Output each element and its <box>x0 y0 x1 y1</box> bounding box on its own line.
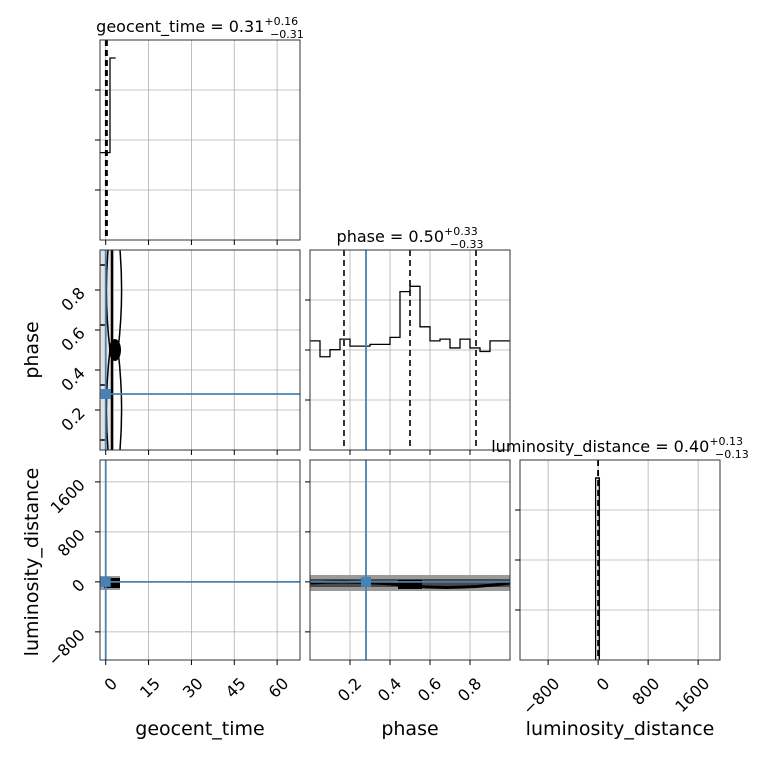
x-tick-label: 0.2 <box>334 674 365 705</box>
y-tick-label: 0.6 <box>57 323 88 354</box>
frame-distance-vs-phase <box>309 459 511 661</box>
hist-steps <box>100 57 116 154</box>
density-core <box>109 339 121 361</box>
y-tick-label: 0.2 <box>57 403 88 434</box>
y-tick-label: 0 <box>68 575 89 596</box>
y-tick-label: 0.4 <box>57 363 88 394</box>
hist-distance <box>594 460 601 660</box>
truths-phase-vs-geocent-time <box>100 250 300 450</box>
xlabel-phase: phase <box>381 718 438 740</box>
x-tick-label: 15 <box>136 674 164 702</box>
grid-phase-vs-geocent-time <box>100 250 300 450</box>
x-tick-label: 45 <box>222 674 250 702</box>
x-tick-label: 0.4 <box>374 674 405 705</box>
frame-phase-vs-geocent-time <box>99 249 301 451</box>
grid-geocent-time-hist <box>100 40 300 240</box>
hist-geocent-time <box>100 40 116 240</box>
y-tick-label: 800 <box>54 525 89 560</box>
panel-phase-vs-geocent-time <box>99 249 301 451</box>
frame-distance-vs-geocent-time <box>99 459 301 661</box>
density-core <box>398 580 422 589</box>
grid-distance-vs-phase <box>310 460 510 660</box>
panel-geocent-time-hist: geocent_time = 0.31+0.16 −0.31 <box>96 15 304 241</box>
x-tick-label: 0 <box>100 674 121 695</box>
panel-phase-hist: phase = 0.50+0.33 −0.33 <box>309 225 511 451</box>
truths-distance-vs-geocent-time <box>100 460 300 660</box>
x-tick-label: 1600 <box>671 674 713 716</box>
grid-distance-vs-geocent-time <box>100 460 300 660</box>
hist-steps <box>310 285 510 358</box>
truth-point <box>100 576 111 587</box>
x-tick-label: 800 <box>628 674 663 709</box>
y-tick-label: 0.8 <box>57 283 88 314</box>
panel-distance-vs-phase <box>309 459 511 661</box>
truth-point <box>361 576 371 587</box>
x-tick-label: −800 <box>519 674 564 719</box>
density-block-core <box>104 578 120 588</box>
ylabel-phase: phase <box>21 321 43 378</box>
ylabel-luminosity-distance: luminosity_distance <box>21 468 43 657</box>
x-tick-label: 0.8 <box>454 674 485 705</box>
truth-point <box>100 389 111 399</box>
xlabel-luminosity-distance: luminosity_distance <box>526 718 715 740</box>
title-phase: phase = 0.50+0.33 −0.33 <box>337 225 484 251</box>
density-band-outer <box>100 250 114 450</box>
y-tick-label: −800 <box>44 625 89 670</box>
grid-distance-hist <box>520 460 720 660</box>
x-tick-label: 0.6 <box>414 674 445 705</box>
density-distance-vs-phase <box>309 575 511 591</box>
truths-distance-vs-phase <box>310 460 510 660</box>
panel-distance-hist: luminosity_distance = 0.40+0.13 −0.13 <box>491 435 749 661</box>
xlabel-geocent-time: geocent_time <box>135 718 264 740</box>
hist-phase <box>310 250 510 450</box>
x-tick-label: 0 <box>593 674 614 695</box>
x-tick-label: 30 <box>179 674 207 702</box>
title-geocent-time: geocent_time = 0.31+0.16 −0.31 <box>96 15 304 41</box>
x-tick-label: 60 <box>265 674 293 702</box>
panel-distance-vs-geocent-time <box>99 459 301 661</box>
title-luminosity-distance: luminosity_distance = 0.40+0.13 −0.13 <box>491 435 749 461</box>
hist-bar <box>594 477 601 660</box>
y-tick-label: 1600 <box>47 475 89 517</box>
density-phase-vs-geocent-time <box>100 249 123 451</box>
